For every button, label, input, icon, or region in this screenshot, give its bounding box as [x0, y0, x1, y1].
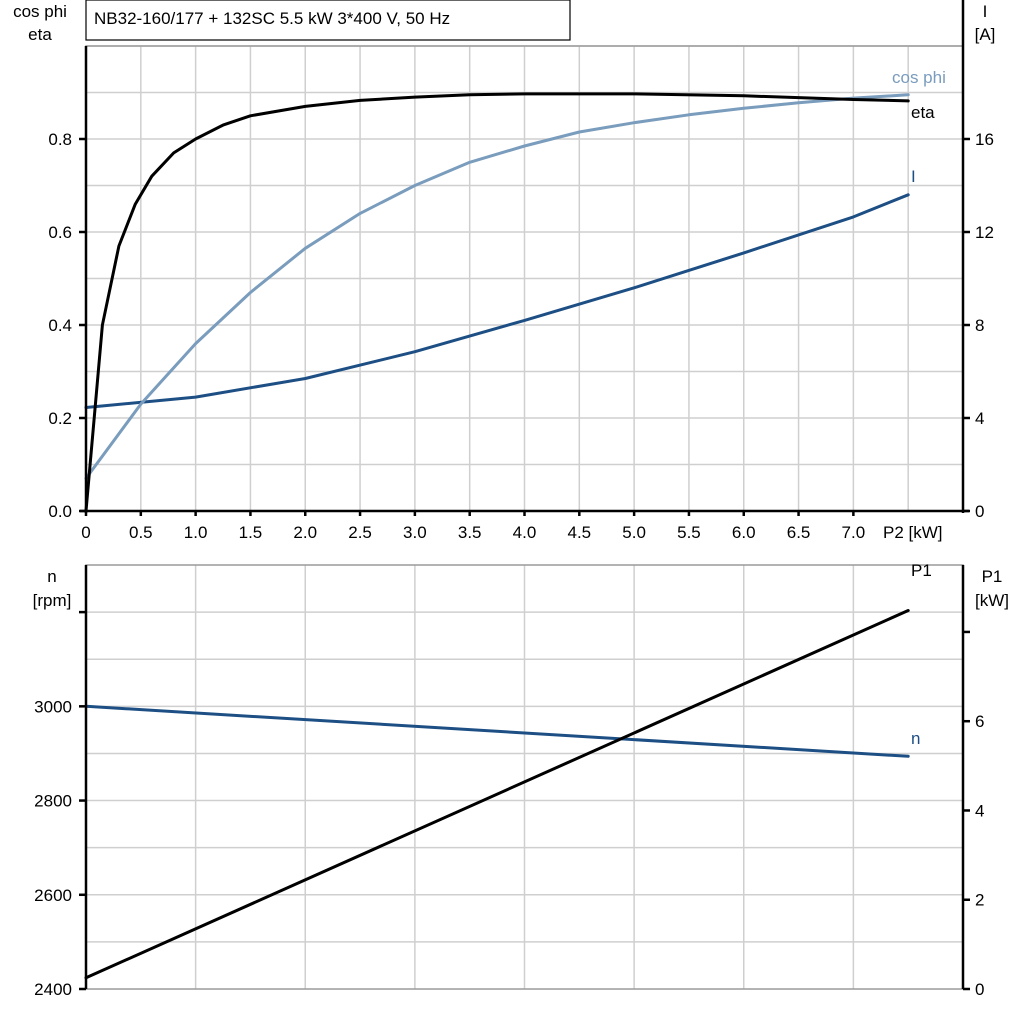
bottom-grid — [85, 564, 964, 990]
top-left-tick-label: 0.6 — [48, 223, 72, 242]
curve-p1 — [84, 609, 910, 980]
bottom-right-tick-label: 6 — [975, 712, 984, 731]
top-left-tick-label: 0.0 — [48, 502, 72, 521]
x-tick-label: 6.0 — [732, 523, 756, 542]
chart-title: NB32-160/177 + 132SC 5.5 kW 3*400 V, 50 … — [94, 9, 450, 28]
top-right-tick-label: 16 — [975, 130, 994, 149]
x-tick-label: 0.5 — [129, 523, 153, 542]
series-label-p1: P1 — [911, 561, 932, 580]
bottom-right-tick-label: 0 — [975, 980, 984, 999]
top-right-tick-label: 0 — [975, 502, 984, 521]
top-left-tick-label: 0.4 — [48, 316, 72, 335]
top-left-tick-label: 0.2 — [48, 409, 72, 428]
x-tick-label: 3.0 — [403, 523, 427, 542]
tick-labels: 0 0.5 1.0 1.5 2.0 2.5 3.0 3.5 4.0 4.5 5.0 5.5 6.0 6.5… — [34, 130, 994, 999]
x-axis-label: P2 [kW] — [883, 523, 943, 542]
top-right-axis-label-2: [A] — [975, 25, 996, 44]
curve-eta — [84, 92, 910, 513]
top-right-axis-label-1: I — [983, 2, 988, 21]
x-tick-label: 7.0 — [842, 523, 866, 542]
bottom-right-tick-label: 4 — [975, 801, 984, 820]
x-tick-label: 3.5 — [458, 523, 482, 542]
bottom-left-tick-label: 3000 — [34, 697, 72, 716]
bottom-right-axis-label-2: [kW] — [975, 591, 1009, 610]
top-grid — [85, 45, 964, 512]
x-tick-label: 1.0 — [184, 523, 208, 542]
curve-i — [84, 193, 910, 409]
top-left-axis-label-2: eta — [28, 25, 52, 44]
x-tick-label: 2.5 — [348, 523, 372, 542]
curves — [84, 92, 910, 980]
x-tick-label: 4.5 — [567, 523, 591, 542]
x-tick-label: 2.0 — [293, 523, 317, 542]
bottom-left-tick-label: 2800 — [34, 792, 72, 811]
x-tick-label: 0 — [81, 523, 90, 542]
axes — [79, 0, 970, 991]
curve-cos-phi — [84, 93, 910, 480]
series-label-n: n — [911, 729, 920, 748]
x-tick-label: 1.5 — [239, 523, 263, 542]
curve-n — [84, 704, 910, 758]
bottom-right-axis-label-1: P1 — [982, 567, 1003, 586]
bottom-left-axis-label-1: n — [47, 567, 56, 586]
series-label-eta: eta — [911, 103, 935, 122]
top-right-tick-label: 12 — [975, 223, 994, 242]
title-box — [85, 0, 571, 41]
top-right-tick-label: 8 — [975, 316, 984, 335]
bottom-left-tick-label: 2400 — [34, 980, 72, 999]
series-label-cos-phi: cos phi — [892, 68, 946, 87]
x-tick-label: 4.0 — [513, 523, 537, 542]
top-left-axis-label-1: cos phi — [13, 2, 67, 21]
bottom-left-axis-label-2: [rpm] — [33, 591, 72, 610]
top-right-tick-label: 4 — [975, 409, 984, 428]
x-tick-label: 5.0 — [622, 523, 646, 542]
series-label-i: I — [911, 167, 916, 186]
top-left-tick-label: 0.8 — [48, 130, 72, 149]
bottom-right-tick-label: 2 — [975, 891, 984, 910]
x-tick-label: 5.5 — [677, 523, 701, 542]
x-tick-label: 6.5 — [787, 523, 811, 542]
bottom-left-tick-label: 2600 — [34, 886, 72, 905]
